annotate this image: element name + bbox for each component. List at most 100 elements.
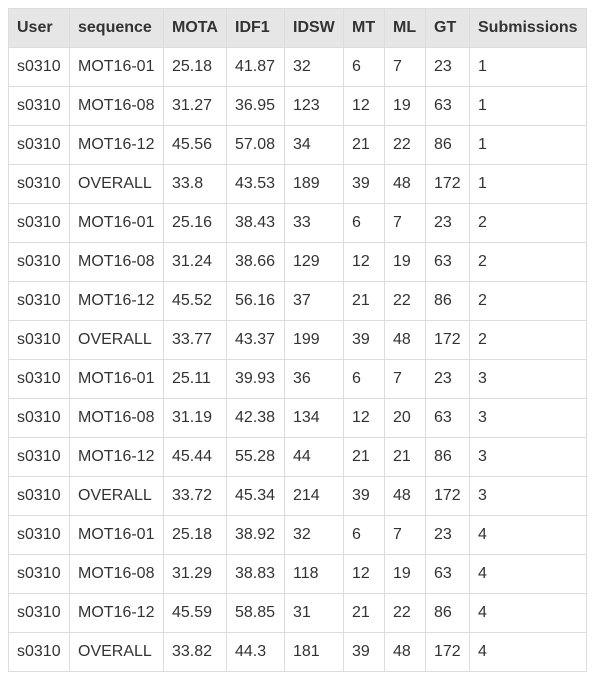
table-cell-mt: 12 xyxy=(343,242,385,282)
table-cell-idsw: 33 xyxy=(284,203,344,243)
table-cell-idf1: 38.43 xyxy=(226,203,285,243)
table-cell-user: s0310 xyxy=(8,515,70,555)
table-cell-user: s0310 xyxy=(8,47,70,87)
table-cell-mota: 25.18 xyxy=(163,47,227,87)
table-row: s0310 MOT16-08 31.29 38.83 118 12 19 63 4 xyxy=(8,554,587,594)
table-cell-idsw: 129 xyxy=(284,242,344,282)
table-cell-submissions: 3 xyxy=(469,437,587,477)
table-cell-gt: 172 xyxy=(425,632,470,672)
table-row: s0310 MOT16-01 25.18 41.87 32 6 7 23 1 xyxy=(8,47,587,87)
table-cell-user: s0310 xyxy=(8,320,70,360)
table-cell-submissions: 1 xyxy=(469,47,587,87)
table-cell-idsw: 36 xyxy=(284,359,344,399)
table-cell-sequence: MOT16-08 xyxy=(69,398,164,438)
table-cell-mota: 31.27 xyxy=(163,86,227,126)
table-cell-user: s0310 xyxy=(8,593,70,633)
column-header-submissions: Submissions xyxy=(469,8,587,48)
table-cell-gt: 172 xyxy=(425,476,470,516)
table-cell-idf1: 55.28 xyxy=(226,437,285,477)
table-cell-idsw: 189 xyxy=(284,164,344,204)
table-cell-mota: 25.11 xyxy=(163,359,227,399)
table-row: s0310 MOT16-08 31.27 36.95 123 12 19 63 1 xyxy=(8,86,587,126)
table-cell-sequence: OVERALL xyxy=(69,476,164,516)
table-cell-mota: 25.16 xyxy=(163,203,227,243)
table-cell-idsw: 37 xyxy=(284,281,344,321)
table-cell-idsw: 134 xyxy=(284,398,344,438)
table-cell-sequence: MOT16-12 xyxy=(69,437,164,477)
table-row: s0310 MOT16-12 45.59 58.85 31 21 22 86 4 xyxy=(8,593,587,633)
table-header: User sequence MOTA IDF1 IDSW MT ML GT Submission… xyxy=(8,8,587,48)
table-cell-idf1: 43.37 xyxy=(226,320,285,360)
table-cell-mota: 45.44 xyxy=(163,437,227,477)
table-cell-submissions: 4 xyxy=(469,593,587,633)
table-cell-ml: 48 xyxy=(384,164,426,204)
table-row: s0310 OVERALL 33.77 43.37 199 39 48 172 2 xyxy=(8,320,587,360)
table-cell-ml: 22 xyxy=(384,593,426,633)
table-cell-mt: 39 xyxy=(343,476,385,516)
table-cell-mt: 6 xyxy=(343,47,385,87)
table-cell-user: s0310 xyxy=(8,242,70,282)
table-cell-mota: 45.52 xyxy=(163,281,227,321)
table-cell-submissions: 2 xyxy=(469,281,587,321)
table-cell-sequence: MOT16-08 xyxy=(69,86,164,126)
table-cell-mota: 25.18 xyxy=(163,515,227,555)
table-cell-ml: 7 xyxy=(384,203,426,243)
table-cell-submissions: 2 xyxy=(469,203,587,243)
table-cell-gt: 63 xyxy=(425,86,470,126)
table-cell-idsw: 31 xyxy=(284,593,344,633)
table-cell-submissions: 3 xyxy=(469,476,587,516)
table-cell-mota: 33.77 xyxy=(163,320,227,360)
table-cell-idf1: 39.93 xyxy=(226,359,285,399)
table-cell-user: s0310 xyxy=(8,398,70,438)
table-cell-gt: 63 xyxy=(425,398,470,438)
table-cell-idf1: 41.87 xyxy=(226,47,285,87)
column-header-mt: MT xyxy=(343,8,385,48)
table-cell-ml: 48 xyxy=(384,320,426,360)
table-cell-idf1: 45.34 xyxy=(226,476,285,516)
table-cell-submissions: 3 xyxy=(469,398,587,438)
header-row: User sequence MOTA IDF1 IDSW MT ML GT Submission… xyxy=(8,8,587,48)
table-body: s0310 MOT16-01 25.18 41.87 32 6 7 23 1 s0310 MOT16… xyxy=(8,47,587,672)
column-header-gt: GT xyxy=(425,8,470,48)
table-cell-submissions: 1 xyxy=(469,164,587,204)
table-cell-mt: 6 xyxy=(343,359,385,399)
table-cell-sequence: OVERALL xyxy=(69,632,164,672)
table-cell-sequence: OVERALL xyxy=(69,164,164,204)
table-cell-gt: 23 xyxy=(425,515,470,555)
table-cell-mota: 31.19 xyxy=(163,398,227,438)
table-cell-submissions: 4 xyxy=(469,554,587,594)
table-cell-gt: 86 xyxy=(425,281,470,321)
table-cell-idsw: 199 xyxy=(284,320,344,360)
table-cell-mt: 6 xyxy=(343,515,385,555)
table-cell-mt: 21 xyxy=(343,281,385,321)
table-cell-mt: 39 xyxy=(343,164,385,204)
table-cell-idf1: 38.66 xyxy=(226,242,285,282)
table-cell-mt: 21 xyxy=(343,437,385,477)
results-table-container: User sequence MOTA IDF1 IDSW MT ML GT Submission… xyxy=(8,8,587,672)
table-cell-user: s0310 xyxy=(8,632,70,672)
table-cell-user: s0310 xyxy=(8,164,70,204)
table-row: s0310 MOT16-08 31.24 38.66 129 12 19 63 2 xyxy=(8,242,587,282)
table-cell-ml: 20 xyxy=(384,398,426,438)
table-cell-user: s0310 xyxy=(8,125,70,165)
table-cell-ml: 48 xyxy=(384,632,426,672)
table-cell-gt: 86 xyxy=(425,437,470,477)
table-cell-idf1: 36.95 xyxy=(226,86,285,126)
table-row: s0310 MOT16-12 45.56 57.08 34 21 22 86 1 xyxy=(8,125,587,165)
table-cell-mt: 21 xyxy=(343,125,385,165)
table-row: s0310 MOT16-12 45.52 56.16 37 21 22 86 2 xyxy=(8,281,587,321)
table-cell-ml: 7 xyxy=(384,359,426,399)
table-cell-ml: 48 xyxy=(384,476,426,516)
table-cell-ml: 22 xyxy=(384,125,426,165)
table-cell-idsw: 181 xyxy=(284,632,344,672)
table-cell-user: s0310 xyxy=(8,203,70,243)
table-cell-gt: 23 xyxy=(425,47,470,87)
table-cell-mt: 12 xyxy=(343,398,385,438)
table-cell-ml: 22 xyxy=(384,281,426,321)
table-cell-idf1: 38.83 xyxy=(226,554,285,594)
column-header-user: User xyxy=(8,8,70,48)
table-cell-submissions: 1 xyxy=(469,125,587,165)
table-cell-sequence: MOT16-12 xyxy=(69,281,164,321)
table-cell-sequence: MOT16-12 xyxy=(69,125,164,165)
table-cell-ml: 19 xyxy=(384,86,426,126)
